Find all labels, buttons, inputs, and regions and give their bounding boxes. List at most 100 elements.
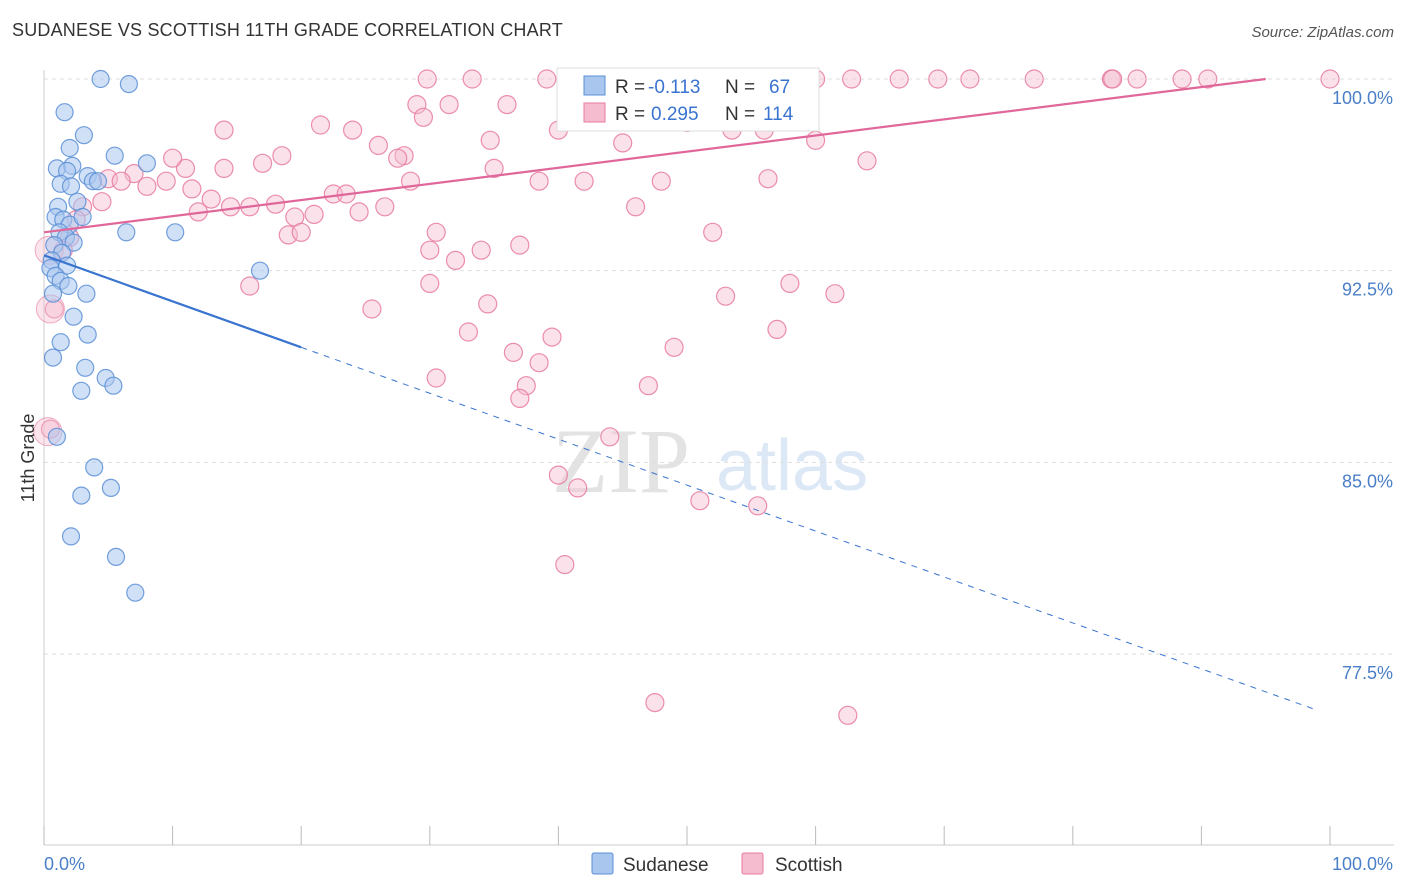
sudanese-point <box>72 381 91 400</box>
scottish-point <box>1320 69 1340 89</box>
sudanese-point <box>106 547 126 567</box>
y-axis-label: 11th Grade <box>18 414 38 503</box>
legend-sudanese-n-label: N = <box>725 77 760 98</box>
scottish-point <box>484 158 504 178</box>
sudanese-point <box>76 358 95 377</box>
scottish-point <box>420 273 440 293</box>
scottish-point <box>1127 69 1147 89</box>
scottish-point <box>445 250 466 270</box>
sudanese-point <box>91 69 110 89</box>
scottish-point <box>343 120 363 140</box>
sudanese-trendline <box>43 254 302 349</box>
legend-scottish-r-label: R = <box>615 104 650 125</box>
sudanese-point <box>68 192 87 211</box>
scottish-series <box>33 69 1340 725</box>
sudanese-point <box>78 325 97 344</box>
scottish-point <box>574 171 594 191</box>
legend-sudanese-r-label: R = <box>615 77 650 98</box>
scottish-point <box>529 171 549 191</box>
scottish-point <box>600 427 620 447</box>
correlation-legend: R = -0.113 N = 67 R = 0.295 N = 114 <box>556 67 820 132</box>
scottish-point <box>645 692 665 713</box>
sudanese-point <box>43 348 63 367</box>
legend-scottish-r-value: 0.295 <box>651 104 699 125</box>
scottish-point <box>960 69 980 89</box>
scottish-point <box>214 158 234 178</box>
scottish-point <box>426 368 446 388</box>
scottish-point <box>690 491 710 511</box>
scottish-point <box>555 554 575 575</box>
sudanese-point <box>117 223 136 242</box>
sudanese-point <box>126 583 145 602</box>
scottish-trendline <box>43 77 1266 234</box>
sudanese-point <box>85 458 104 477</box>
chart-title: SUDANESE VS SCOTTISH 11TH GRADE CORRELAT… <box>12 20 563 40</box>
scottish-point <box>111 171 131 191</box>
y-tick-label: 85.0% <box>1342 471 1393 491</box>
scottish-point <box>214 120 234 140</box>
sudanese-point <box>137 154 156 173</box>
scottish-point <box>625 197 646 217</box>
scottish-point <box>458 322 478 342</box>
scottish-point <box>92 192 112 212</box>
scottish-point <box>310 115 331 135</box>
scottish-point <box>651 171 671 191</box>
y-tick-label: 92.5% <box>1342 280 1393 300</box>
sudanese-point <box>72 486 91 505</box>
scottish-point <box>272 146 292 166</box>
sudanese-point <box>77 284 96 303</box>
scottish-point <box>510 388 530 408</box>
scottish-point <box>503 342 524 362</box>
x-ticks <box>43 826 1331 845</box>
scottish-point <box>1172 69 1192 89</box>
bottom-legend-scottish: Scottish <box>775 855 843 876</box>
sudanese-point <box>104 376 123 395</box>
y-tick-label: 77.5% <box>1342 663 1393 683</box>
scottish-point <box>201 189 221 209</box>
scottish-point <box>240 276 260 296</box>
scottish-point <box>1198 69 1218 89</box>
scottish-point <box>1024 69 1044 89</box>
scottish-point <box>462 69 482 89</box>
bottom-legend-swatch-sudanese <box>591 852 614 875</box>
scottish-point <box>175 158 196 178</box>
scottish-point <box>838 705 858 725</box>
sudanese-point <box>166 223 185 242</box>
scottish-point <box>537 69 557 89</box>
sudanese-point <box>43 284 63 303</box>
scottish-point <box>748 496 768 516</box>
scottish-point <box>767 319 787 339</box>
legend-scottish-n-label: N = <box>725 104 760 125</box>
scottish-point <box>529 353 549 373</box>
scottish-point <box>548 465 569 485</box>
scottish-point <box>664 337 684 357</box>
scottish-point <box>253 153 273 173</box>
scottish-point <box>841 69 862 89</box>
scottish-point <box>304 204 324 224</box>
scottish-point <box>426 222 446 242</box>
legend-sudanese-n-value: 67 <box>769 77 790 98</box>
source-note: Source: ZipAtlas.com <box>1251 24 1394 41</box>
sudanese-point <box>74 126 94 145</box>
sudanese-point <box>64 307 83 326</box>
axes <box>43 70 1394 846</box>
scottish-point <box>510 235 530 255</box>
legend-sudanese-r-value: -0.113 <box>648 77 700 98</box>
scottish-point <box>480 130 500 150</box>
sudanese-point <box>55 103 74 122</box>
sudanese-point <box>51 333 70 352</box>
legend-scottish-n-value: 114 <box>763 104 794 125</box>
sudanese-point <box>64 233 83 252</box>
scottish-point <box>613 133 633 153</box>
sudanese-point <box>59 276 78 296</box>
scottish-point <box>291 222 311 242</box>
scottish-point <box>1103 69 1123 89</box>
sudanese-point <box>101 478 121 497</box>
scottish-point <box>417 69 437 89</box>
y-tick-labels: 100.0% 92.5% 85.0% 77.5% <box>1332 88 1393 683</box>
scottish-point <box>638 376 659 396</box>
bottom-legend-swatch-scottish <box>741 852 764 875</box>
scottish-point <box>439 94 459 115</box>
gridlines <box>44 78 1394 655</box>
sudanese-point <box>250 261 270 280</box>
